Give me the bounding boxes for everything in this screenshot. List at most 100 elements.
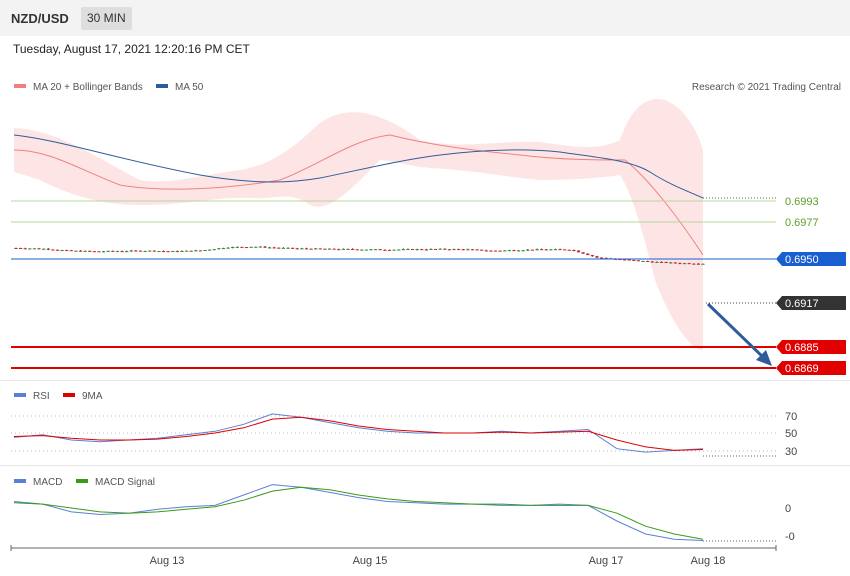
candle-body — [636, 260, 641, 262]
candle-body — [415, 249, 419, 251]
x-tick-aug17: Aug 17 — [589, 555, 624, 567]
candle-body — [226, 247, 230, 249]
legend-ma50: MA 50 — [175, 82, 204, 93]
candle-body — [378, 249, 382, 251]
candle-body — [92, 251, 96, 253]
candle-body — [576, 250, 581, 253]
legend-ma20: MA 20 + Bollinger Bands — [33, 82, 143, 93]
chart-header: NZD/USD 30 MIN — [0, 0, 850, 36]
candle-body — [60, 250, 64, 252]
candle-body — [134, 250, 138, 252]
candle-body — [503, 250, 507, 252]
x-tick-aug15: Aug 15 — [353, 555, 388, 567]
rsi-tick-70: 70 — [785, 411, 797, 423]
candle-body — [23, 248, 27, 250]
candle-body — [203, 249, 207, 251]
candle-body — [263, 246, 267, 248]
candle-body — [632, 259, 636, 261]
candle-body — [364, 249, 369, 251]
candle-body — [355, 249, 359, 251]
candle-body — [69, 250, 73, 252]
macd-tick-neg: -0 — [785, 531, 795, 543]
panel-divider — [0, 465, 850, 466]
candle-body — [678, 263, 682, 265]
candle-body — [558, 249, 562, 251]
candle-body — [318, 248, 322, 250]
legend-swatch-macd — [14, 479, 26, 483]
candle-body — [125, 251, 129, 253]
candle-body — [369, 249, 373, 251]
candle-body — [360, 249, 364, 251]
timestamp: Tuesday, August 17, 2021 12:20:16 PM CET — [13, 42, 250, 56]
legend-rsi-ma: 9MA — [82, 391, 103, 402]
forecast-arrowhead — [756, 350, 772, 366]
candle-body — [240, 246, 244, 248]
candle-body — [171, 251, 175, 253]
candle-body — [212, 249, 216, 251]
rsi-ma-line — [13, 416, 704, 451]
candle-body — [397, 249, 401, 251]
candle-body — [623, 259, 627, 261]
candle-body — [383, 249, 387, 251]
candle-body — [457, 249, 461, 251]
candle-body — [208, 249, 212, 251]
candle-body — [498, 250, 502, 252]
candle-body — [535, 249, 539, 251]
candle-body — [692, 263, 696, 265]
candle-body — [166, 251, 170, 253]
candle-body — [447, 249, 452, 251]
candle-body — [286, 247, 290, 249]
candle-body — [42, 248, 46, 250]
legend-macd: MACD — [33, 477, 62, 488]
candle-body — [51, 249, 55, 251]
candle-body — [148, 250, 152, 252]
candle-body — [599, 257, 604, 259]
price-candles — [14, 246, 705, 265]
legend-swatch-rsi-ma — [63, 393, 75, 397]
level-label-0869: 0.6869 — [785, 363, 819, 375]
candle-body — [267, 247, 272, 249]
candle-body — [78, 250, 83, 252]
candle-body — [19, 248, 23, 250]
candle-body — [258, 246, 262, 248]
candle-body — [392, 249, 396, 251]
macd-tick-0: 0 — [785, 503, 791, 515]
level-label-0950: 0.6950 — [785, 254, 819, 266]
candle-body — [424, 249, 428, 251]
legend-swatch-rsi — [14, 393, 26, 397]
candle-body — [129, 250, 133, 252]
candle-body — [659, 261, 664, 263]
candle-body — [115, 251, 120, 253]
candle-body — [540, 249, 544, 251]
candle-body — [350, 248, 355, 250]
candle-body — [682, 263, 687, 265]
candle-body — [544, 249, 548, 251]
candle-body — [461, 249, 465, 251]
candle-body — [254, 246, 258, 248]
candle-body — [452, 249, 456, 251]
candle-body — [231, 246, 235, 248]
candle-body — [323, 248, 327, 250]
candle-body — [198, 250, 203, 252]
ma20-line — [13, 134, 704, 256]
candle-body — [272, 247, 276, 249]
candle-body — [46, 248, 50, 250]
candle-body — [300, 248, 304, 250]
candle-body — [65, 250, 69, 252]
candle-body — [489, 250, 493, 252]
candle-body — [217, 248, 221, 250]
candle-body — [304, 248, 309, 250]
candle-body — [549, 249, 553, 251]
candle-body — [175, 251, 179, 253]
legend-swatch-ma20 — [14, 84, 26, 88]
candle-body — [401, 249, 405, 251]
ma50-line — [13, 134, 704, 199]
candle-body — [526, 249, 530, 251]
candle-body — [152, 250, 156, 252]
candle-body — [563, 249, 567, 251]
candle-body — [572, 249, 576, 251]
candle-body — [346, 248, 350, 250]
level-label-0917: 0.6917 — [785, 298, 819, 310]
candle-body — [28, 248, 32, 250]
timeframe-badge[interactable]: 30 MIN — [81, 7, 132, 30]
